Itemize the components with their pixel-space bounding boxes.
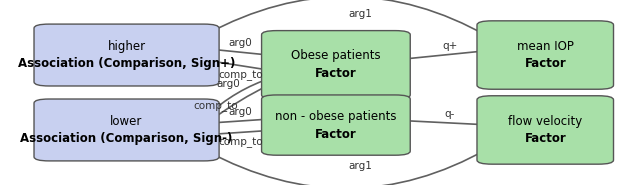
Text: arg1: arg1 bbox=[348, 9, 372, 19]
Text: arg0: arg0 bbox=[228, 107, 252, 117]
Text: arg0: arg0 bbox=[216, 79, 240, 89]
Text: Association (Comparison, Sign-): Association (Comparison, Sign-) bbox=[20, 132, 233, 145]
Text: arg1: arg1 bbox=[348, 161, 372, 171]
Text: Obese patients: Obese patients bbox=[291, 49, 381, 62]
Text: q+: q+ bbox=[442, 41, 458, 51]
FancyBboxPatch shape bbox=[262, 95, 410, 155]
Text: higher: higher bbox=[108, 40, 146, 53]
Text: comp_to: comp_to bbox=[218, 137, 262, 148]
FancyBboxPatch shape bbox=[477, 21, 614, 89]
Text: comp_to: comp_to bbox=[194, 101, 238, 112]
Text: mean IOP: mean IOP bbox=[517, 40, 573, 53]
Text: q-: q- bbox=[445, 109, 455, 119]
Text: Factor: Factor bbox=[315, 127, 356, 141]
Text: lower: lower bbox=[110, 115, 143, 127]
Text: Factor: Factor bbox=[524, 58, 566, 70]
FancyBboxPatch shape bbox=[262, 31, 410, 99]
Text: flow velocity: flow velocity bbox=[508, 115, 582, 127]
Text: comp_to: comp_to bbox=[218, 70, 262, 81]
Text: non - obese patients: non - obese patients bbox=[275, 110, 397, 123]
FancyBboxPatch shape bbox=[477, 96, 614, 164]
FancyBboxPatch shape bbox=[34, 99, 219, 161]
Text: Association (Comparison, Sign+): Association (Comparison, Sign+) bbox=[18, 58, 236, 70]
Text: arg0: arg0 bbox=[228, 38, 252, 48]
Text: Factor: Factor bbox=[524, 132, 566, 145]
Text: Factor: Factor bbox=[315, 67, 356, 80]
FancyBboxPatch shape bbox=[34, 24, 219, 86]
